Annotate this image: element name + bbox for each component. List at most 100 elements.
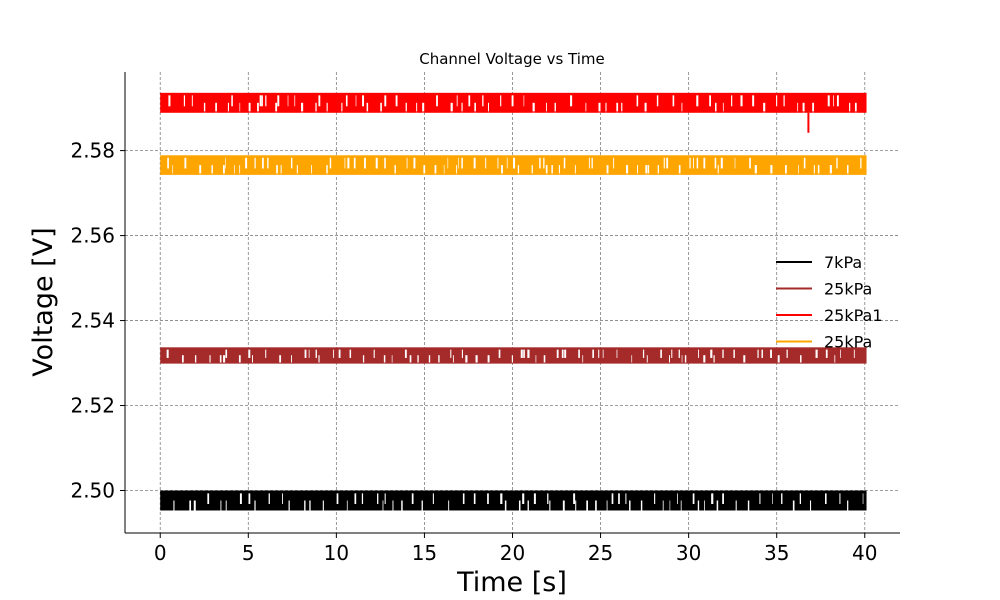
series-gap	[709, 95, 711, 107]
series-gap	[353, 157, 356, 169]
series-gap	[498, 349, 501, 358]
series-gap	[487, 493, 489, 504]
series-gap	[287, 95, 289, 107]
x-tick-label: 25	[588, 541, 613, 565]
series-gap	[511, 95, 514, 107]
series-gap	[575, 500, 577, 511]
series-gap	[290, 157, 293, 169]
series-gap	[294, 95, 296, 107]
series-gap	[770, 165, 773, 175]
x-tick-label: 40	[852, 541, 877, 565]
series-gap	[770, 349, 772, 358]
series-gap	[570, 95, 573, 107]
series-gap	[715, 102, 717, 113]
series-gap	[254, 500, 256, 511]
series-gap	[798, 165, 799, 175]
series-gap	[227, 102, 230, 113]
series-gap	[740, 95, 743, 107]
y-tick-label: 2.56	[70, 224, 115, 248]
series-gap	[199, 165, 202, 175]
series-gap	[326, 102, 328, 113]
series-gap	[799, 493, 802, 504]
series-gap	[663, 157, 665, 169]
axes	[120, 72, 900, 538]
series-gap	[547, 493, 549, 504]
series-gap	[763, 102, 766, 113]
series-gap	[735, 500, 737, 511]
series-gap	[277, 95, 280, 107]
series-gap	[752, 95, 755, 107]
series-gap	[450, 349, 452, 358]
series-gap	[535, 355, 537, 364]
series-gap	[549, 500, 551, 511]
series-gap	[423, 165, 426, 175]
series-gap	[275, 102, 278, 113]
series-gap	[361, 493, 364, 504]
y-tick-label: 2.54	[70, 309, 115, 333]
series-gap	[254, 157, 256, 169]
series-gap	[215, 102, 217, 113]
series-gap	[757, 349, 759, 358]
series-gap	[678, 165, 681, 175]
series-gap	[551, 165, 553, 175]
series-gap	[504, 500, 507, 511]
series-gap	[267, 157, 269, 169]
series-gap	[482, 95, 484, 107]
series-gap	[853, 349, 855, 358]
y-tick-label: 2.52	[70, 394, 115, 418]
series-gap	[318, 355, 320, 364]
series-gap	[642, 349, 645, 358]
series-gap	[318, 95, 321, 107]
series-gap	[532, 102, 535, 113]
series-gap	[345, 95, 348, 107]
series-gap	[786, 349, 788, 358]
series-gap	[681, 102, 683, 113]
series-gap	[563, 157, 566, 169]
series-gap	[754, 165, 757, 175]
series-gap	[248, 102, 251, 113]
series-gap	[422, 102, 425, 113]
series-gap	[462, 493, 465, 504]
series-gap	[417, 355, 419, 364]
series-gap	[436, 95, 438, 107]
series-gap	[346, 500, 348, 511]
series-gap	[825, 493, 827, 504]
x-tick-label: 10	[324, 541, 349, 565]
series-gap	[252, 355, 253, 364]
series-gap	[392, 500, 394, 511]
series-gap	[383, 355, 386, 364]
series-gap	[836, 157, 838, 169]
y-tick-label: 2.58	[70, 139, 115, 163]
series-gap	[717, 165, 719, 175]
series-gap	[545, 102, 547, 113]
series-gap	[421, 500, 423, 511]
series-gap	[761, 349, 763, 358]
series-gap	[341, 102, 343, 113]
series-gap	[776, 95, 778, 107]
series-gap	[836, 95, 839, 107]
series-gap	[759, 493, 761, 504]
series-gap	[720, 157, 723, 169]
series-gap	[461, 157, 463, 169]
series-gap	[585, 102, 587, 113]
series-gap	[239, 102, 241, 113]
series-gap	[291, 355, 292, 364]
x-tick-label: 15	[412, 541, 437, 565]
series-gap	[711, 493, 714, 504]
series-gap	[443, 165, 445, 175]
series-gap	[797, 102, 799, 113]
series-gap	[693, 157, 694, 169]
series-gap	[211, 165, 213, 175]
series-gap	[562, 500, 565, 511]
series-gap	[276, 165, 278, 175]
series-gap	[225, 157, 226, 169]
series-gap	[697, 500, 700, 511]
series-gap	[395, 95, 398, 107]
series-gap	[404, 349, 407, 358]
series-gap	[520, 349, 523, 358]
series-gap	[380, 102, 382, 113]
series-gap	[405, 102, 407, 113]
series-gap	[487, 102, 490, 113]
series-gap	[166, 349, 169, 358]
series-gap	[703, 355, 706, 364]
